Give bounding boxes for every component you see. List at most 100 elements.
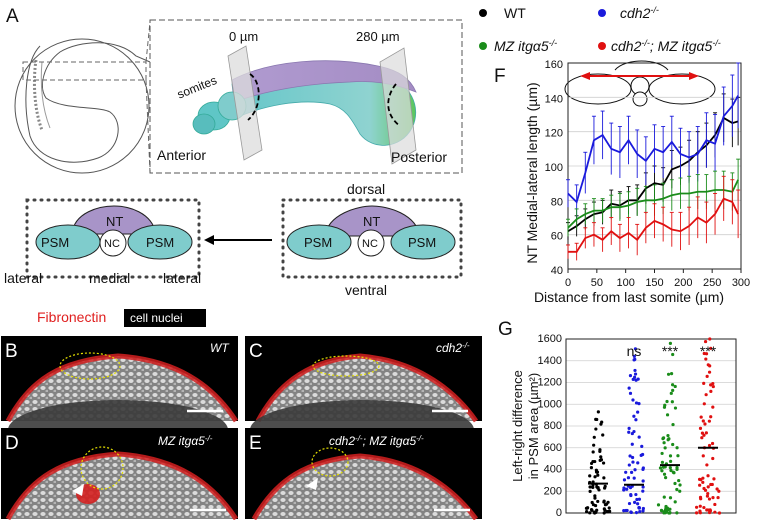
g-point [656,503,661,507]
g-point [705,463,709,467]
g-point [632,414,636,418]
g-point [633,368,637,373]
g-point [672,471,676,475]
nt-label-left: NT [106,214,123,229]
g-significance: *** [700,343,717,359]
zoom-panel [149,19,463,174]
position-0-label: 0 µm [229,29,258,44]
g-ylabel-2: in PSM area (µm²) [526,373,541,479]
anterior-label: Anterior [157,147,206,163]
g-point [661,437,665,441]
g-ytick-label: 800 [544,420,562,432]
g-point [634,401,639,405]
g-point [709,415,713,419]
g-point [715,487,719,491]
g-point [662,472,667,476]
g-point [595,417,599,422]
g-point [668,341,673,345]
g-point [637,402,641,406]
panel-label-c: C [249,341,263,362]
nc-label-right: NC [362,238,378,250]
g-point [603,503,608,507]
g-point [591,450,595,454]
g-point [625,487,629,491]
g-point [694,511,699,515]
micrograph-e: E MZ itgα5cdh2-/-; MZ itgα5-/- [245,428,482,520]
g-point [699,478,703,482]
g-point [698,426,703,430]
g-point [601,433,605,437]
g-point [711,456,715,461]
g-point [634,492,638,497]
g-point [668,454,673,458]
g-point [641,489,645,493]
g-point [632,476,636,480]
g-point [664,504,668,509]
g-point [705,494,710,498]
g-point [625,508,629,513]
g-point [667,507,671,512]
g-point [664,476,668,480]
g-group-itga5: *** [656,341,682,515]
g-point [668,496,673,500]
g-ytick-label: 200 [544,485,562,497]
g-point [591,485,595,490]
g-point [596,499,600,504]
f-series-itga5 [566,158,741,237]
g-point [702,505,706,510]
g-ytick-label: 1600 [538,333,562,345]
g-point [700,431,705,435]
g-point [669,391,673,395]
g-point [694,505,699,509]
somites-label: somites [175,73,219,101]
f-ytick-label: 80 [551,196,563,208]
g-ytick-label: 1200 [538,377,562,389]
g-point [701,419,705,423]
chart-g: G 0 200 400 600 800 1000 1200 1400 1600 ns *** ***… [498,319,737,519]
g-point [633,372,638,376]
g-point [628,485,633,490]
g-ytick-label: 600 [544,442,562,454]
g-point [706,363,710,367]
g-point [673,406,678,410]
legend-cdh2: cdh2-/- [620,5,659,21]
g-point [708,509,713,513]
g-point [711,405,715,409]
g-point [636,377,640,381]
g-point [698,483,702,487]
g-significance: ns [627,343,642,359]
f-xtick-label: 0 [565,277,571,289]
g-point [717,489,721,493]
g-point [634,510,639,515]
g-point [671,442,675,447]
genotype-d: MZ itgα5-/- [158,434,213,449]
lateral-label-right: lateral [163,270,201,286]
g-point [669,468,673,473]
g-point [708,337,712,341]
g-point [669,372,674,376]
g-point [707,443,712,448]
g-ytick-label: 0 [556,507,562,519]
g-point [713,510,717,514]
arrow-left [204,235,272,245]
f-xlabel: Distance from last somite (µm) [534,289,724,305]
g-point [705,374,709,378]
g-point [628,454,632,458]
micrograph-c: C cdh2-/- [245,336,482,460]
panel-a: A 0 µm 280 µm somites Anterior [4,6,463,298]
psm-label-right-2: PSM [408,235,436,250]
g-point [703,422,707,426]
g-point [630,431,634,436]
g-point [662,495,666,499]
g-point [659,508,664,513]
g-point [599,422,603,426]
g-point [676,454,680,458]
g-point [706,485,710,489]
g-point [701,454,705,458]
g-point [633,375,637,379]
g-point [706,474,710,478]
f-xtick-label: 200 [674,277,692,289]
micrographs: Fibronectin cell nuclei B WT C cdh2-/- [1,309,482,520]
medial-label: medial [89,270,130,286]
